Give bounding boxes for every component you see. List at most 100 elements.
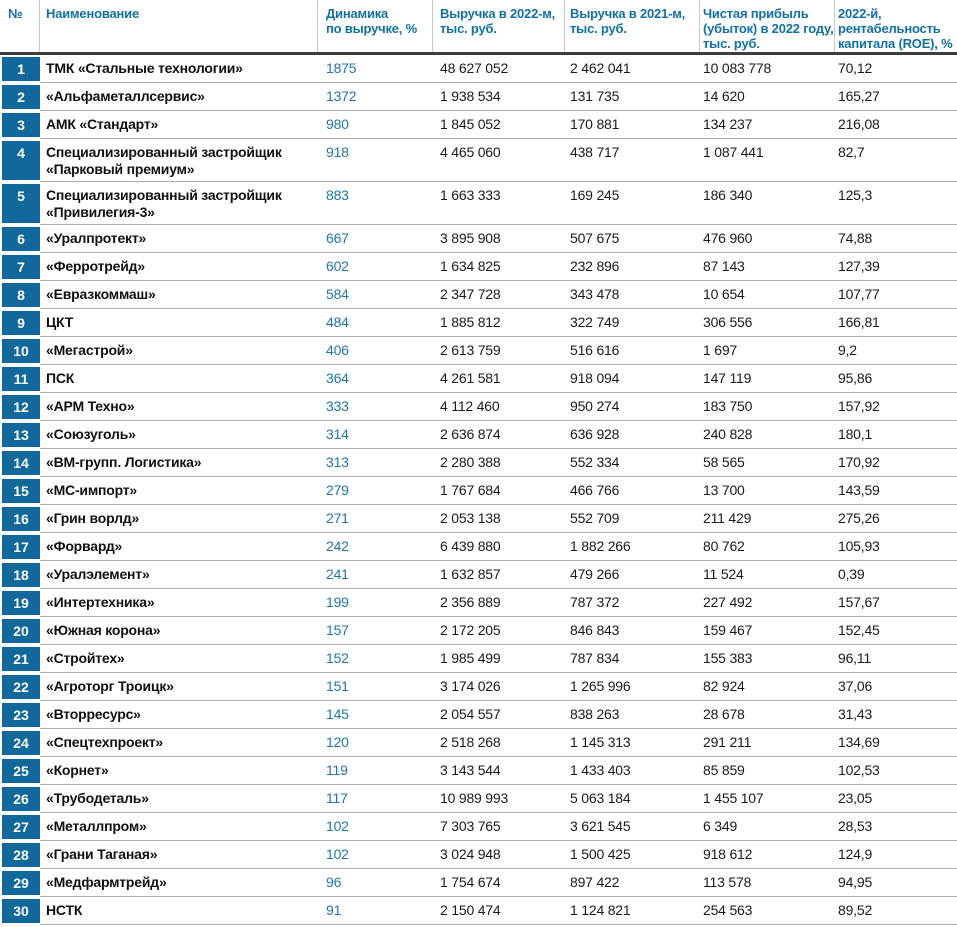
dynamics-cell: 279 — [326, 482, 349, 498]
roe-cell: 134,69 — [838, 734, 880, 750]
row-content: «Мегастрой» 406 2 613 759 516 616 1 697 9,2 — [40, 337, 957, 365]
dynamics-cell: 584 — [326, 286, 349, 302]
company-name-cell: «Южная корона» — [46, 622, 161, 638]
net-profit-cell: 82 924 — [703, 678, 745, 694]
revenue-2021-cell: 1 124 821 — [570, 902, 631, 918]
dynamics-cell: 271 — [326, 510, 349, 526]
net-profit-cell: 58 565 — [703, 454, 745, 470]
revenue-2021-cell: 2 462 041 — [570, 60, 631, 76]
rank-number: 2 — [2, 85, 40, 109]
revenue-2021-cell: 5 063 184 — [570, 790, 631, 806]
table-row: 10 «Мегастрой» 406 2 613 759 516 616 1 697 9,2 — [0, 337, 957, 365]
roe-cell: 275,26 — [838, 510, 880, 526]
revenue-2022-cell: 1 754 674 — [440, 874, 501, 890]
rank-number: 30 — [2, 899, 40, 923]
table-row: 16 «Грин ворлд» 271 2 053 138 552 709 211 429… — [0, 505, 957, 533]
net-profit-cell: 1 697 — [703, 342, 738, 358]
dynamics-cell: 364 — [326, 370, 349, 386]
net-profit-cell: 918 612 — [703, 846, 753, 862]
rank-cell: 22 — [0, 673, 40, 701]
net-profit-cell: 183 750 — [703, 398, 753, 414]
table-row: 17 «Форвард» 242 6 439 880 1 882 266 80 762 10… — [0, 533, 957, 561]
rank-number: 4 — [2, 141, 40, 180]
table-row: 25 «Корнет» 119 3 143 544 1 433 403 85 859 102… — [0, 757, 957, 785]
roe-cell: 0,39 — [838, 566, 865, 582]
row-content: НСТК 91 2 150 474 1 124 821 254 563 89,52 — [40, 897, 957, 925]
rank-cell: 9 — [0, 309, 40, 337]
dynamics-cell: 406 — [326, 342, 349, 358]
header-net-profit: Чистая прибыль (убыток) в 2022 году, тыс… — [700, 0, 835, 52]
rank-number: 21 — [2, 647, 40, 671]
net-profit-cell: 240 828 — [703, 426, 753, 442]
table-row: 1 ТМК «Стальные технологии» 1875 48 627 052… — [0, 55, 957, 83]
rank-cell: 11 — [0, 365, 40, 393]
revenue-2022-cell: 4 261 581 — [440, 370, 501, 386]
net-profit-cell: 13 700 — [703, 482, 745, 498]
revenue-2022-cell: 1 985 499 — [440, 650, 501, 666]
table-row: 6 «Уралпротект» 667 3 895 908 507 675 476 960… — [0, 225, 957, 253]
roe-cell: 89,52 — [838, 902, 873, 918]
dynamics-cell: 241 — [326, 566, 349, 582]
roe-cell: 31,43 — [838, 706, 873, 722]
rank-cell: 12 — [0, 393, 40, 421]
rank-number: 9 — [2, 311, 40, 335]
roe-cell: 82,7 — [838, 144, 865, 160]
roe-cell: 23,05 — [838, 790, 873, 806]
header-roe: 2022-й, рентабельность капитала (ROE), % — [838, 6, 953, 51]
table-row: 13 «Союзуголь» 314 2 636 874 636 928 240 828 1… — [0, 421, 957, 449]
dynamics-cell: 314 — [326, 426, 349, 442]
roe-cell: 96,11 — [838, 650, 871, 666]
revenue-2021-cell: 438 717 — [570, 144, 620, 160]
header-company-name: Наименование — [40, 0, 318, 52]
revenue-2022-cell: 2 613 759 — [440, 342, 501, 358]
net-profit-cell: 155 383 — [703, 650, 753, 666]
roe-cell: 94,95 — [838, 874, 873, 890]
row-content: Специализированный застройщик «Привилеги… — [40, 182, 957, 225]
dynamics-cell: 918 — [326, 144, 349, 160]
rank-cell: 27 — [0, 813, 40, 841]
rank-cell: 23 — [0, 701, 40, 729]
table-row: 15 «МС-импорт» 279 1 767 684 466 766 13 700 14… — [0, 477, 957, 505]
dynamics-cell: 117 — [326, 790, 348, 806]
row-content: ЦКТ 484 1 885 812 322 749 306 556 166,81 — [40, 309, 957, 337]
revenue-2022-cell: 1 845 052 — [440, 116, 501, 132]
company-name-cell: «Вторресурс» — [46, 706, 141, 722]
revenue-2022-cell: 6 439 880 — [440, 538, 501, 554]
table-body: 1 ТМК «Стальные технологии» 1875 48 627 052… — [0, 55, 957, 925]
dynamics-cell: 484 — [326, 314, 349, 330]
revenue-2021-cell: 846 843 — [570, 622, 620, 638]
dynamics-cell: 242 — [326, 538, 349, 554]
roe-cell: 143,59 — [838, 482, 880, 498]
row-content: ТМК «Стальные технологии» 1875 48 627 052 2… — [40, 55, 957, 83]
roe-cell: 102,53 — [838, 762, 880, 778]
revenue-2022-cell: 2 636 874 — [440, 426, 501, 442]
company-name-cell: НСТК — [46, 902, 83, 918]
rank-cell: 7 — [0, 253, 40, 281]
net-profit-cell: 10 083 778 — [703, 60, 772, 76]
roe-cell: 105,93 — [838, 538, 880, 554]
revenue-2021-cell: 131 735 — [570, 88, 620, 104]
table-row: 23 «Вторресурс» 145 2 054 557 838 263 28 678 3… — [0, 701, 957, 729]
rank-number: 11 — [2, 367, 40, 391]
revenue-2022-cell: 1 634 825 — [440, 258, 501, 274]
table-row: 21 «Стройтех» 152 1 985 499 787 834 155 383 96… — [0, 645, 957, 673]
revenue-2021-cell: 507 675 — [570, 230, 620, 246]
company-name-cell: «МС-импорт» — [46, 482, 138, 498]
dynamics-cell: 199 — [326, 594, 349, 610]
rank-number: 7 — [2, 255, 40, 279]
net-profit-cell: 147 119 — [703, 370, 752, 386]
table-row: 20 «Южная корона» 157 2 172 205 846 843 159 4… — [0, 617, 957, 645]
company-name-cell: «Стройтех» — [46, 650, 125, 666]
revenue-2022-cell: 10 989 993 — [440, 790, 509, 806]
revenue-2022-cell: 3 174 026 — [440, 678, 501, 694]
net-profit-cell: 134 237 — [703, 116, 753, 132]
rank-cell: 5 — [0, 182, 40, 225]
net-profit-cell: 254 563 — [703, 902, 753, 918]
rank-number: 1 — [2, 57, 40, 81]
rank-number: 29 — [2, 871, 40, 895]
net-profit-cell: 85 859 — [703, 762, 745, 778]
roe-cell: 37,06 — [838, 678, 873, 694]
row-content: «Евразкоммаш» 584 2 347 728 343 478 10 654 10… — [40, 281, 957, 309]
row-content: «Спецтехпроект» 120 2 518 268 1 145 313 291 … — [40, 729, 957, 757]
